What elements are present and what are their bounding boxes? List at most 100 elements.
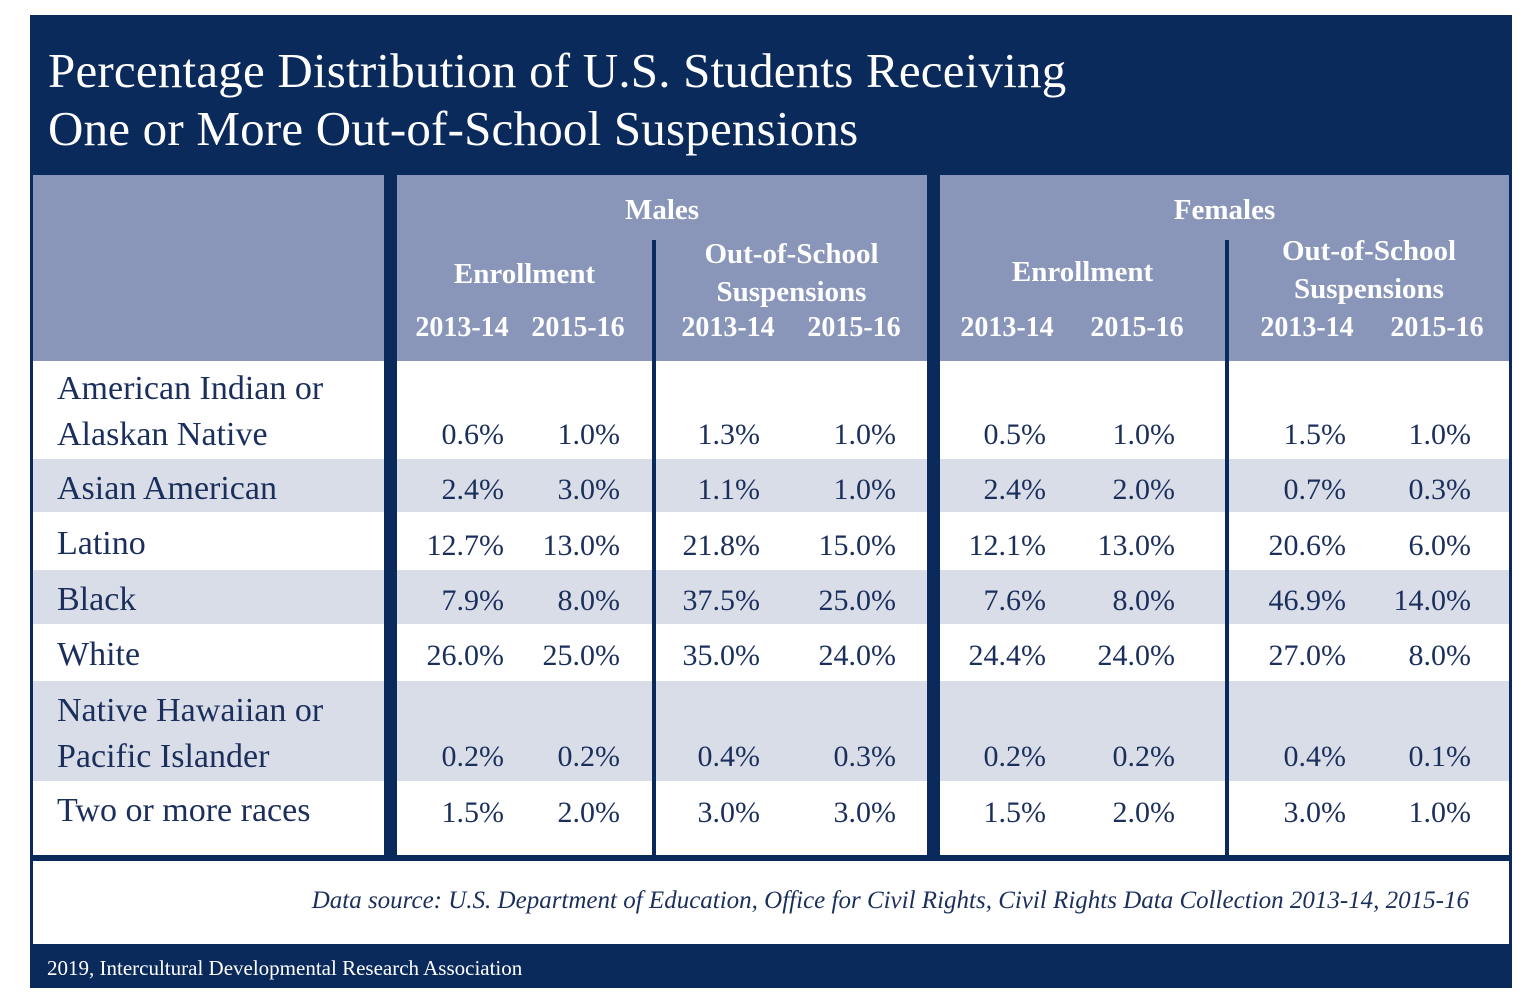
row-label-line: White [57,636,141,673]
row-label-line: American Indian or [57,370,324,407]
row-label: Black [57,577,136,623]
table-cell: 13.0% [542,529,621,562]
table-cell: 0.1% [1408,740,1472,773]
row-label: White [57,632,140,678]
table-cell: 0.4% [1283,740,1347,773]
females-divider [1225,240,1229,855]
table-cell: 24.0% [1097,639,1176,672]
males-suspensions-header-line2: Suspensions [716,276,867,308]
year-males-enroll-2015: 2015-16 [531,312,625,343]
table-cell: 37.5% [682,584,761,617]
table-cell: 0.3% [1408,473,1472,506]
table-cell: 1.5% [441,796,505,829]
males-enrollment-header: Enrollment [453,258,596,290]
table-cell: 3.0% [1283,796,1347,829]
row-band-black-label [33,570,384,624]
table-cell: 20.6% [1268,529,1347,562]
row-band-black-males [397,570,927,624]
females-suspensions-header-line1: Out-of-School [1282,235,1456,267]
table-cell: 3.0% [833,796,897,829]
table-cell: 6.0% [1408,529,1472,562]
table-cell: 1.0% [1408,418,1472,451]
females-enrollment-header: Enrollment [1011,256,1154,288]
row-label-line: Latino [57,525,146,562]
row-band-black-females [940,570,1509,624]
table-cell: 1.0% [833,418,897,451]
table-cell: 0.2% [1112,740,1176,773]
row-label-line: Pacific Islander [57,738,270,775]
year-males-enroll-2013: 2013-14 [415,312,509,343]
males-header: Males [624,194,700,226]
row-band-hawaiian-males [397,681,927,781]
header-females [940,175,1509,361]
table-cell: 26.0% [426,639,505,672]
males-suspensions-header-line1: Out-of-School [704,238,879,270]
table-cell: 0.2% [983,740,1047,773]
row-label: Two or more races [57,788,310,834]
table-cell: 3.0% [557,473,621,506]
source-box: Data source: U.S. Department of Educatio… [33,861,1509,944]
table-cell: 25.0% [818,584,897,617]
data-source-note: Data source: U.S. Department of Educatio… [311,887,1469,914]
row-label-line: Alaskan Native [57,416,268,453]
table-cell: 2.0% [1112,796,1176,829]
row-label-line: Asian American [57,470,277,507]
table-cell: 2.0% [557,796,621,829]
row-label-line: Two or more races [57,792,311,829]
row-band-hawaiian-label [33,681,384,781]
table-cell: 12.7% [426,529,505,562]
year-females-enroll-2015: 2015-16 [1090,312,1184,343]
males-divider [652,240,656,855]
table-cell: 14.0% [1393,584,1472,617]
row-label-line: Black [57,581,137,618]
year-females-susp-2015: 2015-16 [1390,312,1484,343]
row-label: Latino [57,521,146,567]
title-line-2: One or More Out-of-School Suspensions [48,101,859,156]
table-cell: 13.0% [1097,529,1176,562]
females-suspensions-header-line2: Suspensions [1294,273,1444,305]
year-males-susp-2015: 2015-16 [807,312,901,343]
table-cell: 8.0% [1112,584,1176,617]
table-cell: 24.4% [968,639,1047,672]
table-cell: 2.0% [1112,473,1176,506]
chart-title: Percentage Distribution of U.S. Students… [48,42,1468,158]
row-band-asian-females [940,459,1509,512]
table-cell: 0.2% [441,740,505,773]
table-cell: 8.0% [1408,639,1472,672]
row-label: American Indian or Alaskan Native [57,366,323,458]
table-cell: 27.0% [1268,639,1347,672]
year-females-susp-2013: 2013-14 [1260,312,1354,343]
table-cell: 1.1% [697,473,761,506]
table-cell: 1.0% [833,473,897,506]
females-header: Females [1173,194,1276,226]
row-band-asian-males [397,459,927,512]
row-label: Asian American [57,466,277,512]
table-cell: 1.3% [697,418,761,451]
table-cell: 0.5% [983,418,1047,451]
header-label-column [33,175,384,361]
row-label-line: Native Hawaiian or [57,692,324,729]
table-cell: 1.5% [983,796,1047,829]
row-band-hawaiian-females [940,681,1509,781]
table-cell: 35.0% [682,639,761,672]
credit-line: 2019, Intercultural Developmental Resear… [47,956,523,980]
table-cell: 7.6% [983,584,1047,617]
table-cell: 46.9% [1268,584,1347,617]
title-line-1: Percentage Distribution of U.S. Students… [48,43,1067,98]
table-cell: 2.4% [983,473,1047,506]
table-cell: 15.0% [818,529,897,562]
table-cell: 1.0% [1112,418,1176,451]
table-cell: 2.4% [441,473,505,506]
table-cell: 1.0% [557,418,621,451]
year-males-susp-2013: 2013-14 [681,312,775,343]
row-band-asian-label [33,459,384,512]
table-cell: 24.0% [818,639,897,672]
table-cell: 8.0% [557,584,621,617]
table-cell: 7.9% [441,584,505,617]
table-cell: 1.5% [1283,418,1347,451]
table-cell: 0.4% [697,740,761,773]
table-cell: 0.2% [557,740,621,773]
table-cell: 12.1% [968,529,1047,562]
table-cell: 1.0% [1408,796,1472,829]
table-cell: 21.8% [682,529,761,562]
